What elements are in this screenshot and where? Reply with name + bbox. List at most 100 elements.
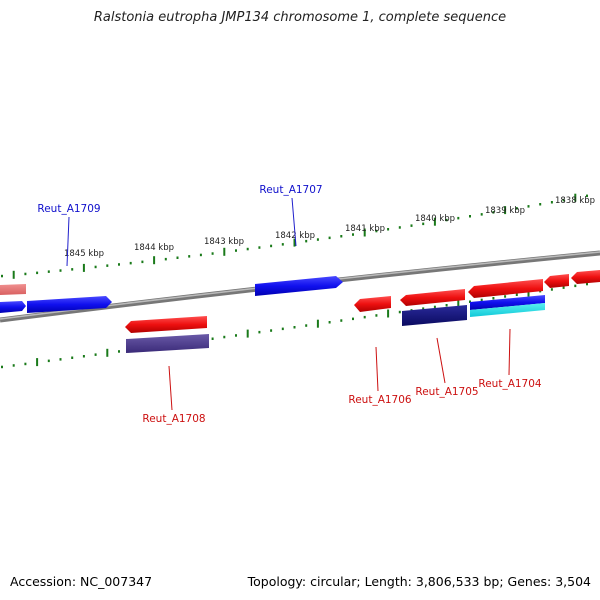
reverse-strand-genes (125, 270, 600, 353)
gene-label-reut-a1704[interactable]: Reut_A1704 (478, 378, 542, 390)
scale-tick (469, 215, 471, 218)
scale-tick (141, 260, 144, 264)
scale-tick (36, 358, 39, 367)
scale-tick (106, 348, 109, 357)
scale-tick (316, 319, 319, 328)
scale-tick (82, 355, 85, 358)
scale-tick (281, 243, 284, 246)
gene-labels: Reut_A1709 Reut_A1707 Reut_A1708 Reut_A1… (37, 184, 542, 425)
scale-tick (457, 216, 460, 220)
gene-arrow-reut-a1705[interactable] (400, 289, 465, 306)
scale-tick (36, 271, 39, 275)
scale-tick (562, 286, 565, 289)
scale-tick (492, 211, 495, 214)
scale-tick (316, 238, 319, 241)
scale-labels: 1845 kbp 1844 kbp 1843 kbp 1842 kbp 1841… (64, 196, 595, 259)
scale-tick (188, 255, 191, 258)
gene-arrow-reut-a1709[interactable] (27, 296, 112, 313)
scale-tick (223, 335, 226, 339)
gene-feature-reut-a1705[interactable] (402, 305, 467, 326)
scale-tick (118, 263, 120, 266)
scale-tick (550, 201, 553, 204)
scale-tick (586, 194, 588, 198)
scale-tick (293, 238, 296, 247)
scale-tick (328, 236, 331, 240)
scale-tick (293, 326, 296, 329)
gene-arrow-reut-a1708[interactable] (125, 316, 207, 333)
scale-tick (387, 309, 390, 318)
scale-tick (305, 324, 308, 327)
scale-tick (586, 282, 588, 286)
scale-tick (539, 203, 542, 206)
leader-line (291, 197, 297, 247)
scale-tick (480, 298, 483, 302)
scale-tick (1, 365, 3, 369)
scale-tick (387, 228, 390, 231)
scale-tick (12, 270, 15, 279)
gene-label-reut-a1705[interactable]: Reut_A1705 (415, 386, 478, 398)
gene-arrow-reut-a1706[interactable] (354, 296, 391, 312)
scale-tick (94, 265, 97, 269)
scale-tick (574, 193, 577, 202)
scale-tick (433, 305, 436, 309)
gene-arrow[interactable] (571, 270, 600, 284)
leader-line (375, 346, 379, 392)
gene-label-reut-a1707[interactable]: Reut_A1707 (259, 184, 322, 196)
scale-tick (340, 235, 343, 238)
scale-tick (71, 356, 74, 359)
scale-tick (24, 362, 27, 366)
scale-tick (258, 330, 261, 334)
scale-tick (422, 307, 425, 310)
scale-tick (258, 246, 261, 249)
scale-label: 1838 kbp (555, 196, 595, 206)
scale-tick (270, 244, 273, 248)
scale-tick (562, 198, 565, 202)
gene-arrow[interactable] (0, 284, 26, 295)
scale-tick (550, 288, 553, 291)
scale-tick (398, 226, 401, 229)
gene-feature-reut-a1708[interactable] (126, 334, 209, 353)
gene-arrow[interactable] (544, 274, 569, 288)
accession-text: Accession: NC_007347 (10, 574, 153, 589)
scale-tick (515, 293, 518, 296)
scale-tick (94, 353, 97, 356)
scale-tick (398, 310, 401, 314)
gene-label-reut-a1706[interactable]: Reut_A1706 (348, 394, 412, 406)
scale-tick (504, 206, 507, 215)
scale-tick (129, 261, 132, 265)
scale-tick (59, 358, 62, 361)
scale-tick (527, 205, 530, 208)
scale-tick (47, 359, 50, 363)
scale-tick (305, 239, 308, 243)
leader-line (168, 365, 173, 411)
scale-tick (59, 269, 62, 272)
scale-tick (527, 288, 530, 297)
scale-tick (47, 270, 50, 273)
scale-label: 1843 kbp (204, 237, 244, 247)
gene-arrow-reut-a1707[interactable] (255, 276, 343, 296)
scale-tick (340, 319, 343, 322)
scale-tick (328, 321, 331, 324)
scale-tick (410, 224, 413, 227)
lower-scale-ticks (1, 282, 588, 369)
scale-label: 1839 kbp (485, 206, 525, 216)
gene-label-reut-a1708[interactable]: Reut_A1708 (142, 413, 205, 425)
scale-tick (422, 222, 425, 226)
gene-arrow-reut-a1704[interactable] (468, 279, 543, 298)
scale-tick (457, 299, 460, 308)
gene-feature-reut-a1704-blue[interactable] (470, 295, 545, 310)
scale-tick (106, 264, 109, 267)
scale-tick (270, 329, 273, 332)
scale-tick (375, 229, 378, 233)
gene-label-reut-a1709[interactable]: Reut_A1709 (37, 203, 100, 215)
scale-label: 1841 kbp (345, 224, 385, 234)
gene-arrow[interactable] (0, 301, 26, 313)
forward-strand-genes (0, 276, 343, 313)
scale-tick (71, 268, 74, 271)
scale-tick (176, 256, 179, 259)
gene-feature-reut-a1704-cyan[interactable] (470, 303, 545, 317)
scale-label: 1844 kbp (134, 243, 174, 253)
map-title: Ralstonia eutropha JMP134 chromosome 1, … (93, 10, 507, 25)
scale-tick (246, 247, 249, 251)
